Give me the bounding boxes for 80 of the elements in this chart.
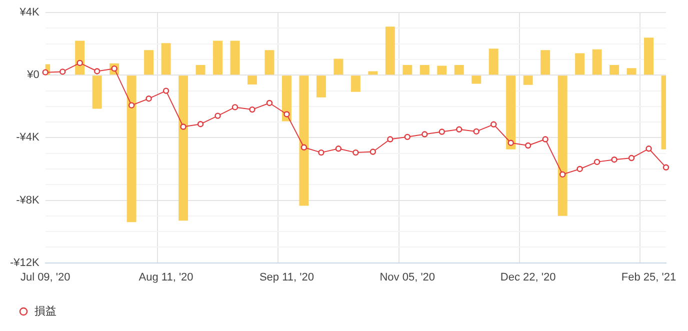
legend-label: 損益 [34,304,56,318]
bar [368,71,378,75]
bar [472,76,482,84]
bar [247,76,257,85]
bar [523,76,533,85]
x-tick-label: Feb 25, '21 [621,271,676,284]
bar [126,76,136,222]
x-tick-label: Aug 11, '20 [138,271,194,284]
point [214,112,221,119]
bar [385,26,395,75]
bar [575,53,585,75]
point [335,146,342,152]
point [352,149,359,156]
x-tick-label: Nov 05, '20 [380,271,436,284]
point [422,131,428,138]
x-tick-label: Jul 09, '20 [20,271,70,284]
point [94,68,100,74]
point [559,171,566,178]
bar [334,58,344,75]
point [611,156,618,163]
bar [144,50,154,75]
point [594,158,600,166]
bar [420,64,430,75]
bar [282,76,292,122]
y-tick-label: -¥8K [16,194,40,206]
bar [540,50,550,75]
point [490,121,497,128]
bar [437,66,447,75]
bar [299,76,309,206]
point [646,146,652,152]
point [456,126,462,133]
y-tick-label: ¥0 [26,69,40,82]
bar [558,76,568,216]
x-tick-label: Sep 11, '20 [259,271,314,284]
bar [161,43,171,75]
bar [610,64,620,75]
point [128,102,135,108]
bar [626,68,636,75]
bar [644,38,654,75]
bar [196,64,206,75]
bar [402,64,412,75]
x-tick-label: Dec 22, '20 [500,271,556,284]
bar [316,76,326,98]
bar [230,40,240,75]
bar [213,40,222,75]
bar [178,76,188,221]
point [473,128,480,135]
bar [488,48,498,75]
bar [454,64,464,75]
point [232,104,238,110]
point [508,140,514,146]
point [180,124,186,130]
point [662,164,670,171]
point [197,120,204,128]
point [146,96,152,102]
bar [92,76,102,109]
point [59,68,66,75]
bar [592,49,602,75]
point [42,69,48,76]
point [628,154,635,162]
point [266,100,273,106]
point [404,134,410,140]
y-tick-label: -¥12K [10,256,40,269]
y-tick-label: -¥4K [16,132,40,144]
bar [264,50,274,75]
point [284,111,290,118]
point [76,60,83,66]
y-tick-label: ¥4K [18,6,40,19]
point [300,144,308,150]
point [249,106,256,113]
point [318,149,324,156]
point [162,88,170,94]
bar [350,76,360,92]
point [576,166,583,172]
point [524,142,532,149]
point [542,136,548,142]
point [370,148,376,155]
point [438,128,445,135]
bar [506,76,516,150]
point [387,136,394,142]
